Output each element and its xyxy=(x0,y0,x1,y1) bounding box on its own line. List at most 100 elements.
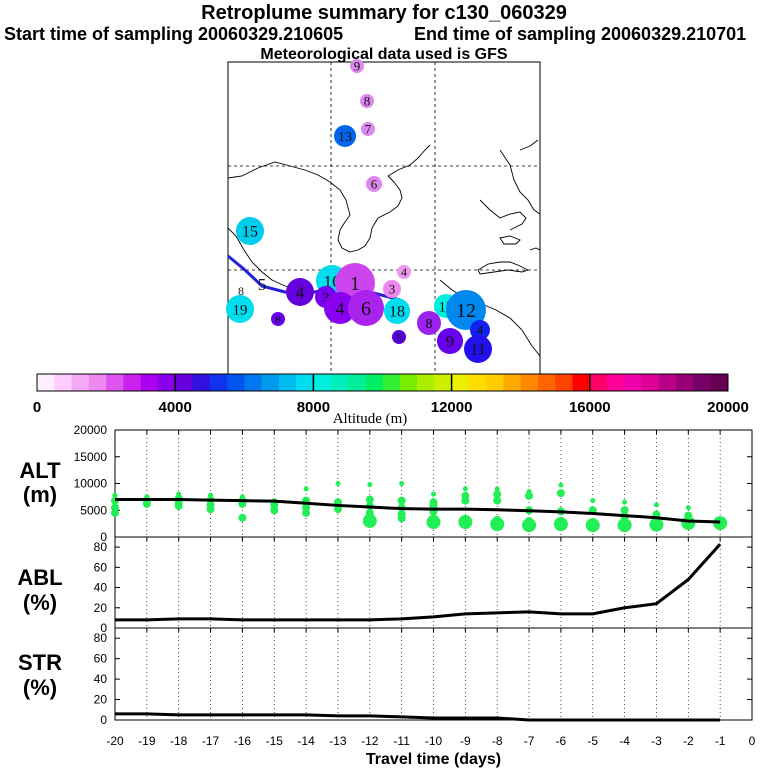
scatter-point xyxy=(431,491,436,497)
map-marker: 12 xyxy=(446,290,486,330)
end-time-label: End time of sampling 20060329.210701 xyxy=(414,24,747,44)
scatter-point xyxy=(617,518,632,533)
colorbar-swatch xyxy=(710,374,729,391)
scatter-point xyxy=(142,499,151,508)
met-data-label: Meteorological data used is GFS xyxy=(260,46,508,63)
marker-label: 15 xyxy=(242,224,258,241)
scatter-point xyxy=(558,482,564,488)
colorbar-swatch xyxy=(503,374,522,391)
map-marker: 4 xyxy=(286,278,314,306)
scatter-point xyxy=(174,501,183,510)
marker-label: 5 xyxy=(396,332,402,344)
x-tick-label: -19 xyxy=(138,734,156,748)
scatter-point xyxy=(238,513,247,522)
colorbar-swatch xyxy=(106,374,124,391)
altitude-colorbar: 0 4000 8000 12000 16000 20000 xyxy=(33,373,749,416)
scatter-point xyxy=(270,506,279,515)
scatter-point xyxy=(333,505,342,514)
x-tick-label: 0 xyxy=(749,734,756,748)
x-tick-label: -18 xyxy=(170,734,188,748)
x-tick-label: -9 xyxy=(460,734,471,748)
marker-label: 1 xyxy=(350,273,360,295)
scatter-point xyxy=(458,515,473,530)
colorbar-swatch xyxy=(157,374,176,391)
x-tick-label: -4 xyxy=(619,734,630,748)
marker-label: 8 xyxy=(238,284,244,298)
colorbar-frame xyxy=(36,373,729,392)
marker-label: 8 xyxy=(275,314,281,326)
colorbar-tick-label: 0 xyxy=(33,399,41,416)
colorbar-swatch xyxy=(658,374,677,391)
map-marker: 5 xyxy=(258,275,267,294)
colorbar-swatch xyxy=(520,374,539,391)
colorbar-swatch xyxy=(192,374,211,391)
colorbar-swatch xyxy=(399,374,418,391)
x-tick-label: -2 xyxy=(683,734,694,748)
colorbar-swatch xyxy=(313,374,332,391)
scatter-point xyxy=(461,496,470,505)
scatter-point xyxy=(590,498,596,504)
marker-label: 6 xyxy=(361,298,371,320)
marker-circle xyxy=(324,292,356,324)
map-marker: 18 xyxy=(384,298,410,324)
marker-label: 9 xyxy=(446,334,454,351)
marker-circle xyxy=(437,328,463,354)
scatter-point xyxy=(399,481,405,486)
colorbar-swatch xyxy=(537,374,556,391)
colorbar-swatch xyxy=(227,374,245,391)
x-tick-label: -10 xyxy=(425,734,443,748)
colorbar-swatch xyxy=(624,374,643,391)
marker-label: 9 xyxy=(354,59,361,74)
y-tick-label: 20000 xyxy=(74,423,108,437)
colorbar-tick-label: 16000 xyxy=(569,399,611,416)
colorbar-swatch xyxy=(296,374,314,391)
start-time-label: Start time of sampling 20060329.210605 xyxy=(4,24,344,44)
map-marker: 6 xyxy=(366,176,382,192)
colorbar-swatch xyxy=(175,374,193,391)
y-axis-label: ABL xyxy=(17,565,62,590)
colorbar-swatch xyxy=(451,374,470,391)
chart-title: Retroplume summary for c130_060329 xyxy=(201,2,567,24)
x-tick-label: -14 xyxy=(297,734,315,748)
scatter-point xyxy=(365,495,374,504)
x-tick-label: -17 xyxy=(202,734,220,748)
map-frame xyxy=(227,61,541,375)
x-axis-label: Travel time (days) xyxy=(366,751,501,768)
scatter-point xyxy=(111,508,119,517)
y-tick-label: 20 xyxy=(94,601,108,615)
map-marker: 7 xyxy=(361,122,375,137)
y-tick-label: 0 xyxy=(100,530,107,544)
y-axis-label: (%) xyxy=(23,590,57,615)
scatter-point xyxy=(649,517,664,532)
colorbar-swatch xyxy=(347,374,366,391)
scatter-point xyxy=(397,496,406,505)
map-marker: 4 xyxy=(470,320,490,340)
colorbar-swatch xyxy=(417,374,435,391)
colorbar-swatch xyxy=(330,374,349,391)
y-tick-label: 80 xyxy=(94,631,108,645)
colorbar-swatch xyxy=(88,374,107,391)
time-series-panels: 05000100001500020000ALT(m)020406080ABL(%… xyxy=(17,423,755,768)
colorbar-tick-label: 8000 xyxy=(297,399,330,416)
marker-circle xyxy=(271,312,285,326)
colorbar-swatch xyxy=(693,374,712,391)
colorbar-swatch xyxy=(365,374,383,391)
marker-circle xyxy=(397,265,411,279)
y-tick-label: 0 xyxy=(100,621,107,635)
map-marker: 9 xyxy=(437,328,463,354)
x-tick-label: -7 xyxy=(524,734,535,748)
colorbar-tick-label: 4000 xyxy=(159,399,192,416)
colorbar-swatch xyxy=(486,374,504,391)
y-tick-label: 40 xyxy=(94,672,108,686)
map-marker: 8 xyxy=(238,284,244,298)
y-tick-label: 0 xyxy=(100,713,107,727)
y-axis-label: (m) xyxy=(23,482,57,507)
y-tick-label: 60 xyxy=(94,560,108,574)
marker-circle xyxy=(236,217,264,245)
colorbar-swatch xyxy=(676,374,694,391)
map-marker: 15 xyxy=(236,217,264,245)
marker-circle xyxy=(384,298,410,324)
marker-circle xyxy=(350,59,364,73)
y-axis-label: ALT xyxy=(19,458,61,483)
